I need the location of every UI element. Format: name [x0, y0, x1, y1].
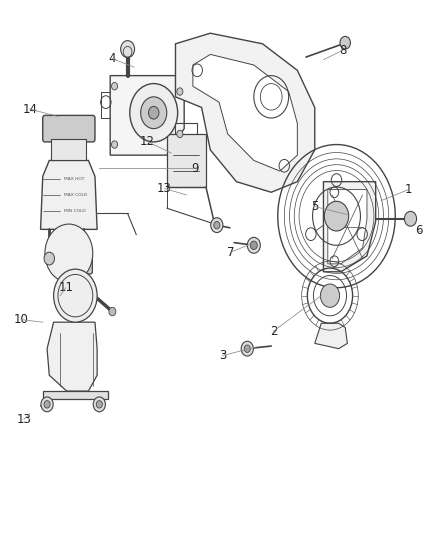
Polygon shape: [328, 190, 367, 264]
Circle shape: [112, 83, 117, 90]
Text: MIN COLD: MIN COLD: [64, 209, 86, 213]
Circle shape: [214, 221, 220, 229]
Circle shape: [177, 88, 183, 95]
Polygon shape: [43, 391, 108, 399]
Text: 5: 5: [311, 200, 318, 213]
Text: 4: 4: [109, 52, 116, 65]
Circle shape: [109, 308, 116, 316]
Circle shape: [321, 284, 339, 308]
Polygon shape: [176, 33, 315, 192]
Text: 13: 13: [157, 182, 172, 195]
Text: 9: 9: [191, 162, 199, 175]
Circle shape: [247, 237, 260, 253]
Polygon shape: [41, 160, 97, 229]
Circle shape: [93, 397, 106, 412]
Circle shape: [141, 97, 167, 128]
Circle shape: [44, 252, 54, 265]
Text: 11: 11: [58, 281, 73, 294]
Circle shape: [53, 269, 97, 322]
Polygon shape: [47, 322, 97, 391]
Polygon shape: [315, 323, 347, 349]
Text: 3: 3: [219, 349, 226, 362]
Text: 8: 8: [339, 44, 347, 56]
Circle shape: [130, 84, 178, 142]
Text: 7: 7: [227, 246, 234, 259]
Circle shape: [404, 212, 417, 226]
Circle shape: [340, 36, 350, 49]
Circle shape: [45, 224, 93, 282]
Circle shape: [177, 130, 183, 138]
FancyBboxPatch shape: [43, 115, 95, 142]
Circle shape: [251, 241, 257, 249]
Text: 14: 14: [22, 102, 37, 116]
Text: 10: 10: [14, 313, 28, 326]
Polygon shape: [193, 54, 297, 171]
Polygon shape: [110, 76, 184, 155]
Text: MAX COLD: MAX COLD: [64, 193, 88, 197]
Circle shape: [244, 345, 251, 352]
Text: 2: 2: [270, 325, 277, 338]
Circle shape: [324, 201, 349, 231]
Circle shape: [148, 107, 159, 119]
Circle shape: [120, 41, 134, 58]
Circle shape: [211, 217, 223, 232]
Circle shape: [41, 397, 53, 412]
Circle shape: [96, 401, 102, 408]
Circle shape: [44, 401, 50, 408]
Circle shape: [241, 341, 253, 356]
Polygon shape: [51, 139, 86, 160]
Circle shape: [112, 141, 117, 148]
Text: 12: 12: [140, 135, 155, 148]
Text: 1: 1: [405, 183, 412, 196]
FancyBboxPatch shape: [58, 251, 92, 274]
Polygon shape: [167, 134, 206, 187]
Text: 13: 13: [17, 413, 32, 426]
Text: MAX HOT: MAX HOT: [64, 177, 85, 181]
Text: 6: 6: [416, 224, 423, 238]
Polygon shape: [323, 182, 376, 272]
